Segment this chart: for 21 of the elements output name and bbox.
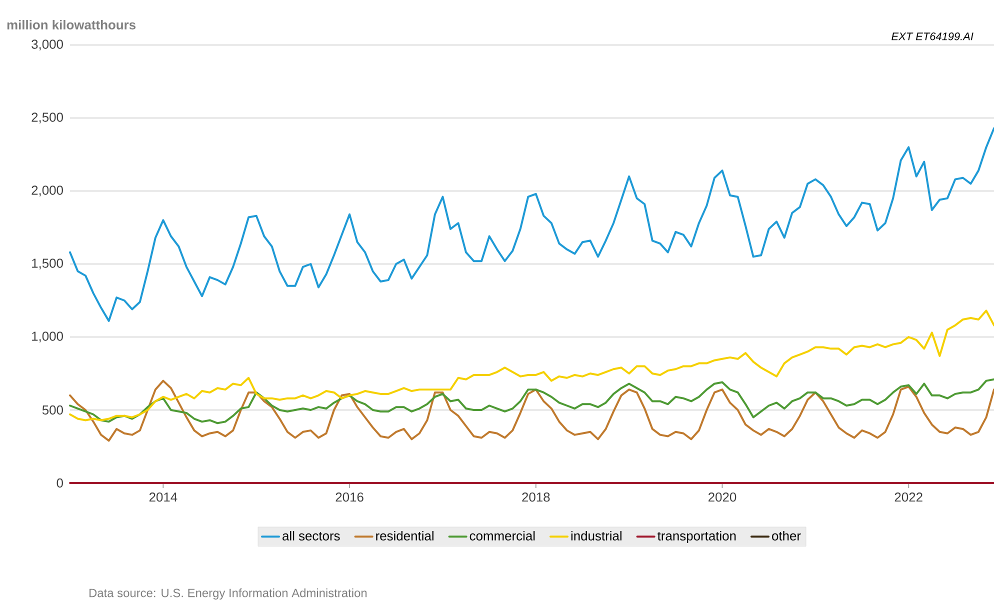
y-tick-label: 500 (42, 405, 63, 415)
text: EXT ET64199.AI (892, 32, 974, 40)
x-tick-label: 2016 (336, 492, 364, 502)
legend-label: other (772, 530, 801, 540)
legend-label: industrial (571, 530, 622, 540)
legend-label: transportation (658, 530, 736, 544)
y-tick-label: 2,000 (32, 186, 63, 196)
y-axis-title: million kilowatthours (7, 20, 136, 30)
y-tick-label: 2,500 (32, 112, 63, 124)
x-tick-label: 2018 (522, 492, 550, 502)
y-tick-label: 1,500 (32, 258, 63, 270)
x-tick-label: 2020 (708, 492, 736, 502)
y-tick-label: 3,000 (32, 40, 63, 50)
source-note: Data source: U.S. Energy Information Administration (90, 588, 367, 600)
y-tick-label: 0 (56, 478, 63, 488)
legend-label: commercial (470, 530, 535, 540)
legend-label: all sectors (282, 530, 340, 540)
x-tick-label: 2014 (149, 492, 178, 502)
y-tick-label: 1,000 (32, 332, 63, 342)
x-tick-label: 2022 (894, 492, 922, 502)
legend-label: residential (376, 530, 434, 540)
